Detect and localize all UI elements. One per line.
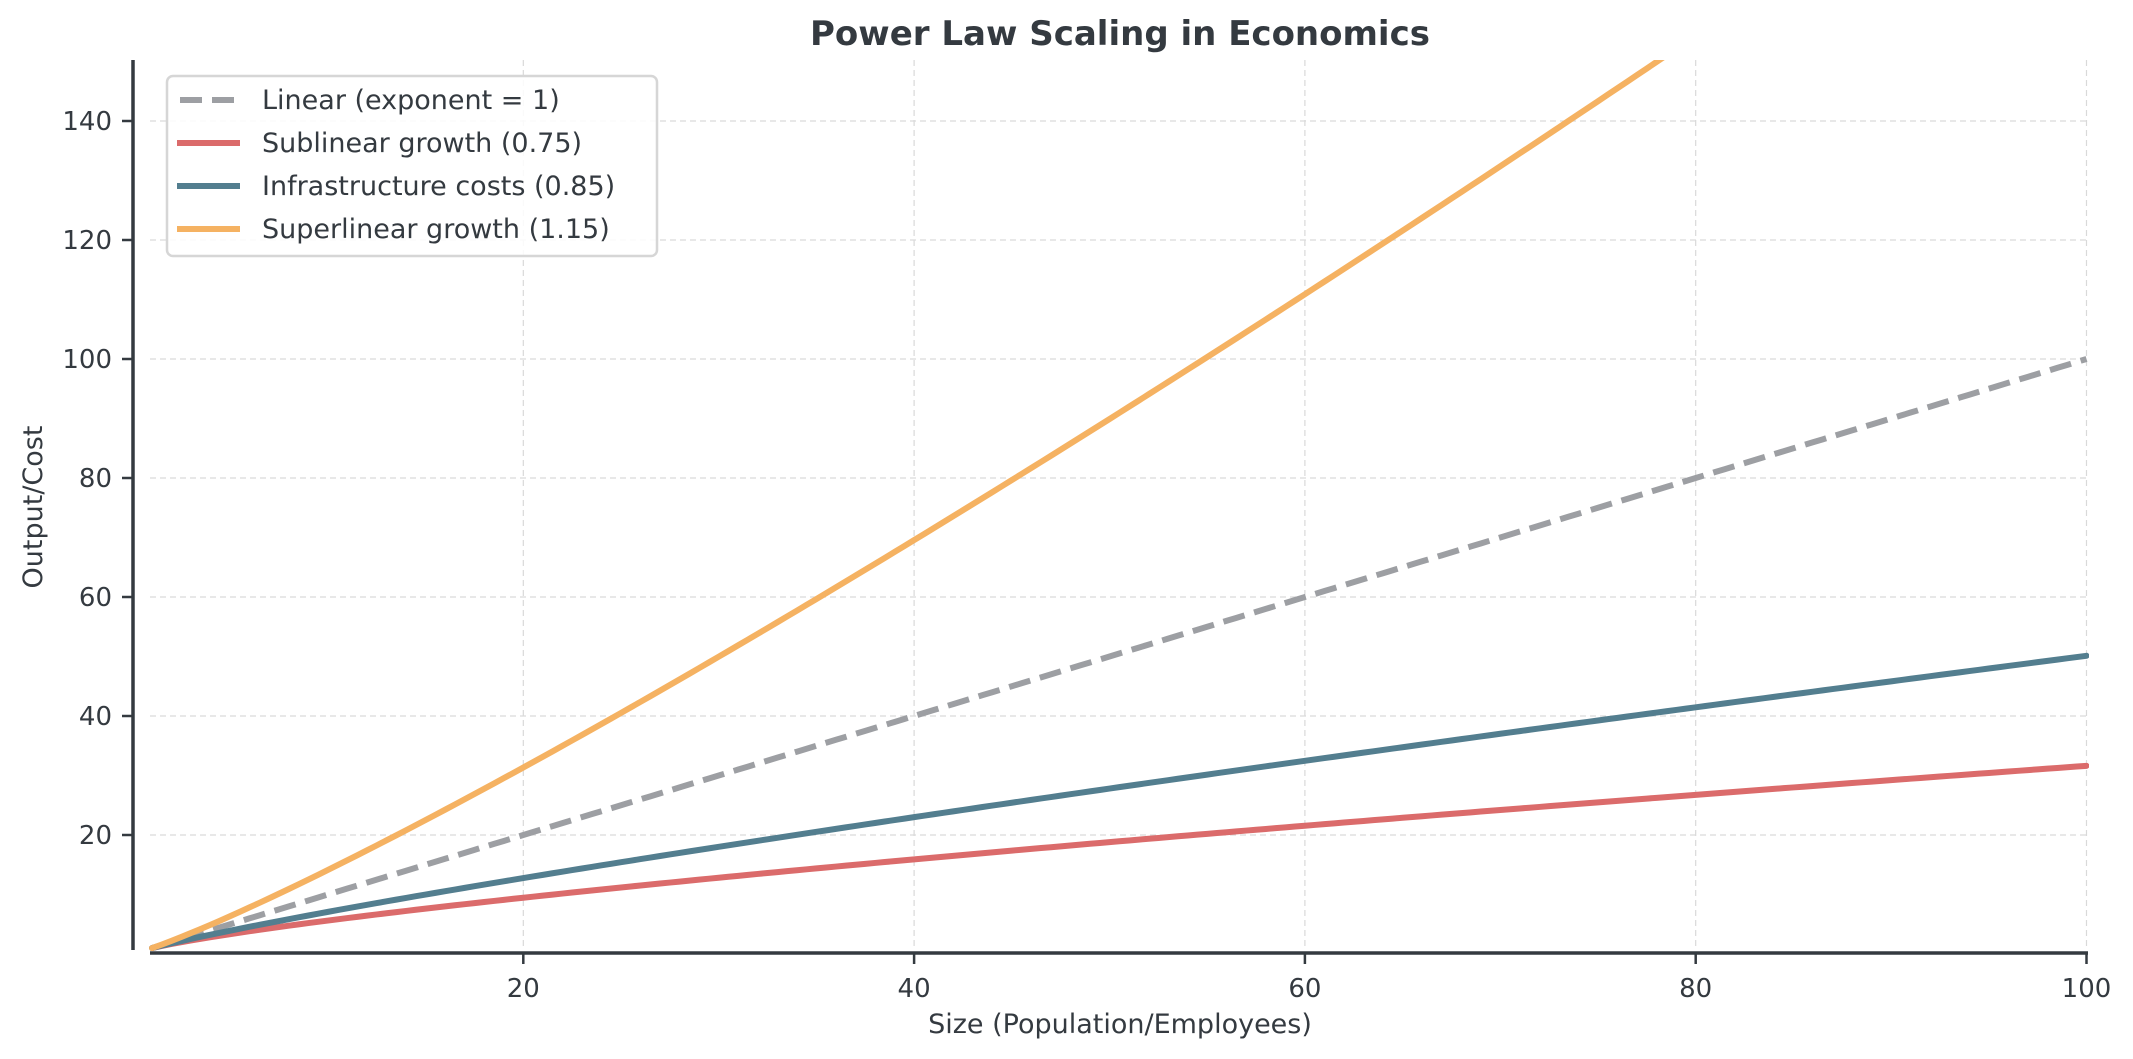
legend-label: Sublinear growth (0.75) [262, 128, 582, 159]
legend: Linear (exponent = 1) Sublinear growth (0… [165, 74, 659, 258]
legend-label: Infrastructure costs (0.85) [262, 171, 615, 202]
y-tick-label: 140 [62, 107, 112, 137]
legend-item: Infrastructure costs (0.85) [177, 171, 615, 202]
series-line-sublinear-growth-0-75 [149, 762, 2089, 952]
series-line-linear-exponent-1 [151, 356, 2088, 951]
grid-lines [150, 60, 2088, 950]
legend-label: Linear (exponent = 1) [262, 85, 560, 116]
x-tick-label: 80 [1679, 974, 1712, 1004]
y-tick-label: 60 [79, 583, 112, 613]
series-line-infrastructure-costs-0-85 [149, 652, 2089, 952]
x-tick-label: 60 [1288, 974, 1321, 1004]
y-tick-label: 80 [79, 464, 112, 494]
x-axis-ticks: 20 40 60 80 100 [507, 953, 2112, 1004]
y-tick-label: 120 [62, 226, 112, 256]
y-tick-label: 100 [62, 345, 112, 375]
x-tick-label: 20 [507, 974, 540, 1004]
legend-item: Superlinear growth (1.15) [177, 214, 610, 245]
x-tick-label: 40 [898, 974, 931, 1004]
x-tick-label: 100 [2062, 974, 2112, 1004]
series-lines [149, 60, 2089, 952]
y-tick-label: 20 [79, 821, 112, 851]
y-axis-ticks: 20 40 60 80 100 120 140 [62, 107, 133, 851]
legend-item: Linear (exponent = 1) [180, 85, 560, 116]
series-line-superlinear-growth-1-15 [149, 60, 1665, 952]
legend-frame [165, 74, 659, 258]
legend-item: Sublinear growth (0.75) [177, 128, 582, 159]
y-axis-label: Output/Cost [18, 426, 49, 589]
y-tick-label: 40 [79, 702, 112, 732]
legend-label: Superlinear growth (1.15) [262, 214, 610, 245]
x-axis-label: Size (Population/Employees) [928, 1009, 1312, 1040]
chart-title: Power Law Scaling in Economics [810, 14, 1430, 54]
